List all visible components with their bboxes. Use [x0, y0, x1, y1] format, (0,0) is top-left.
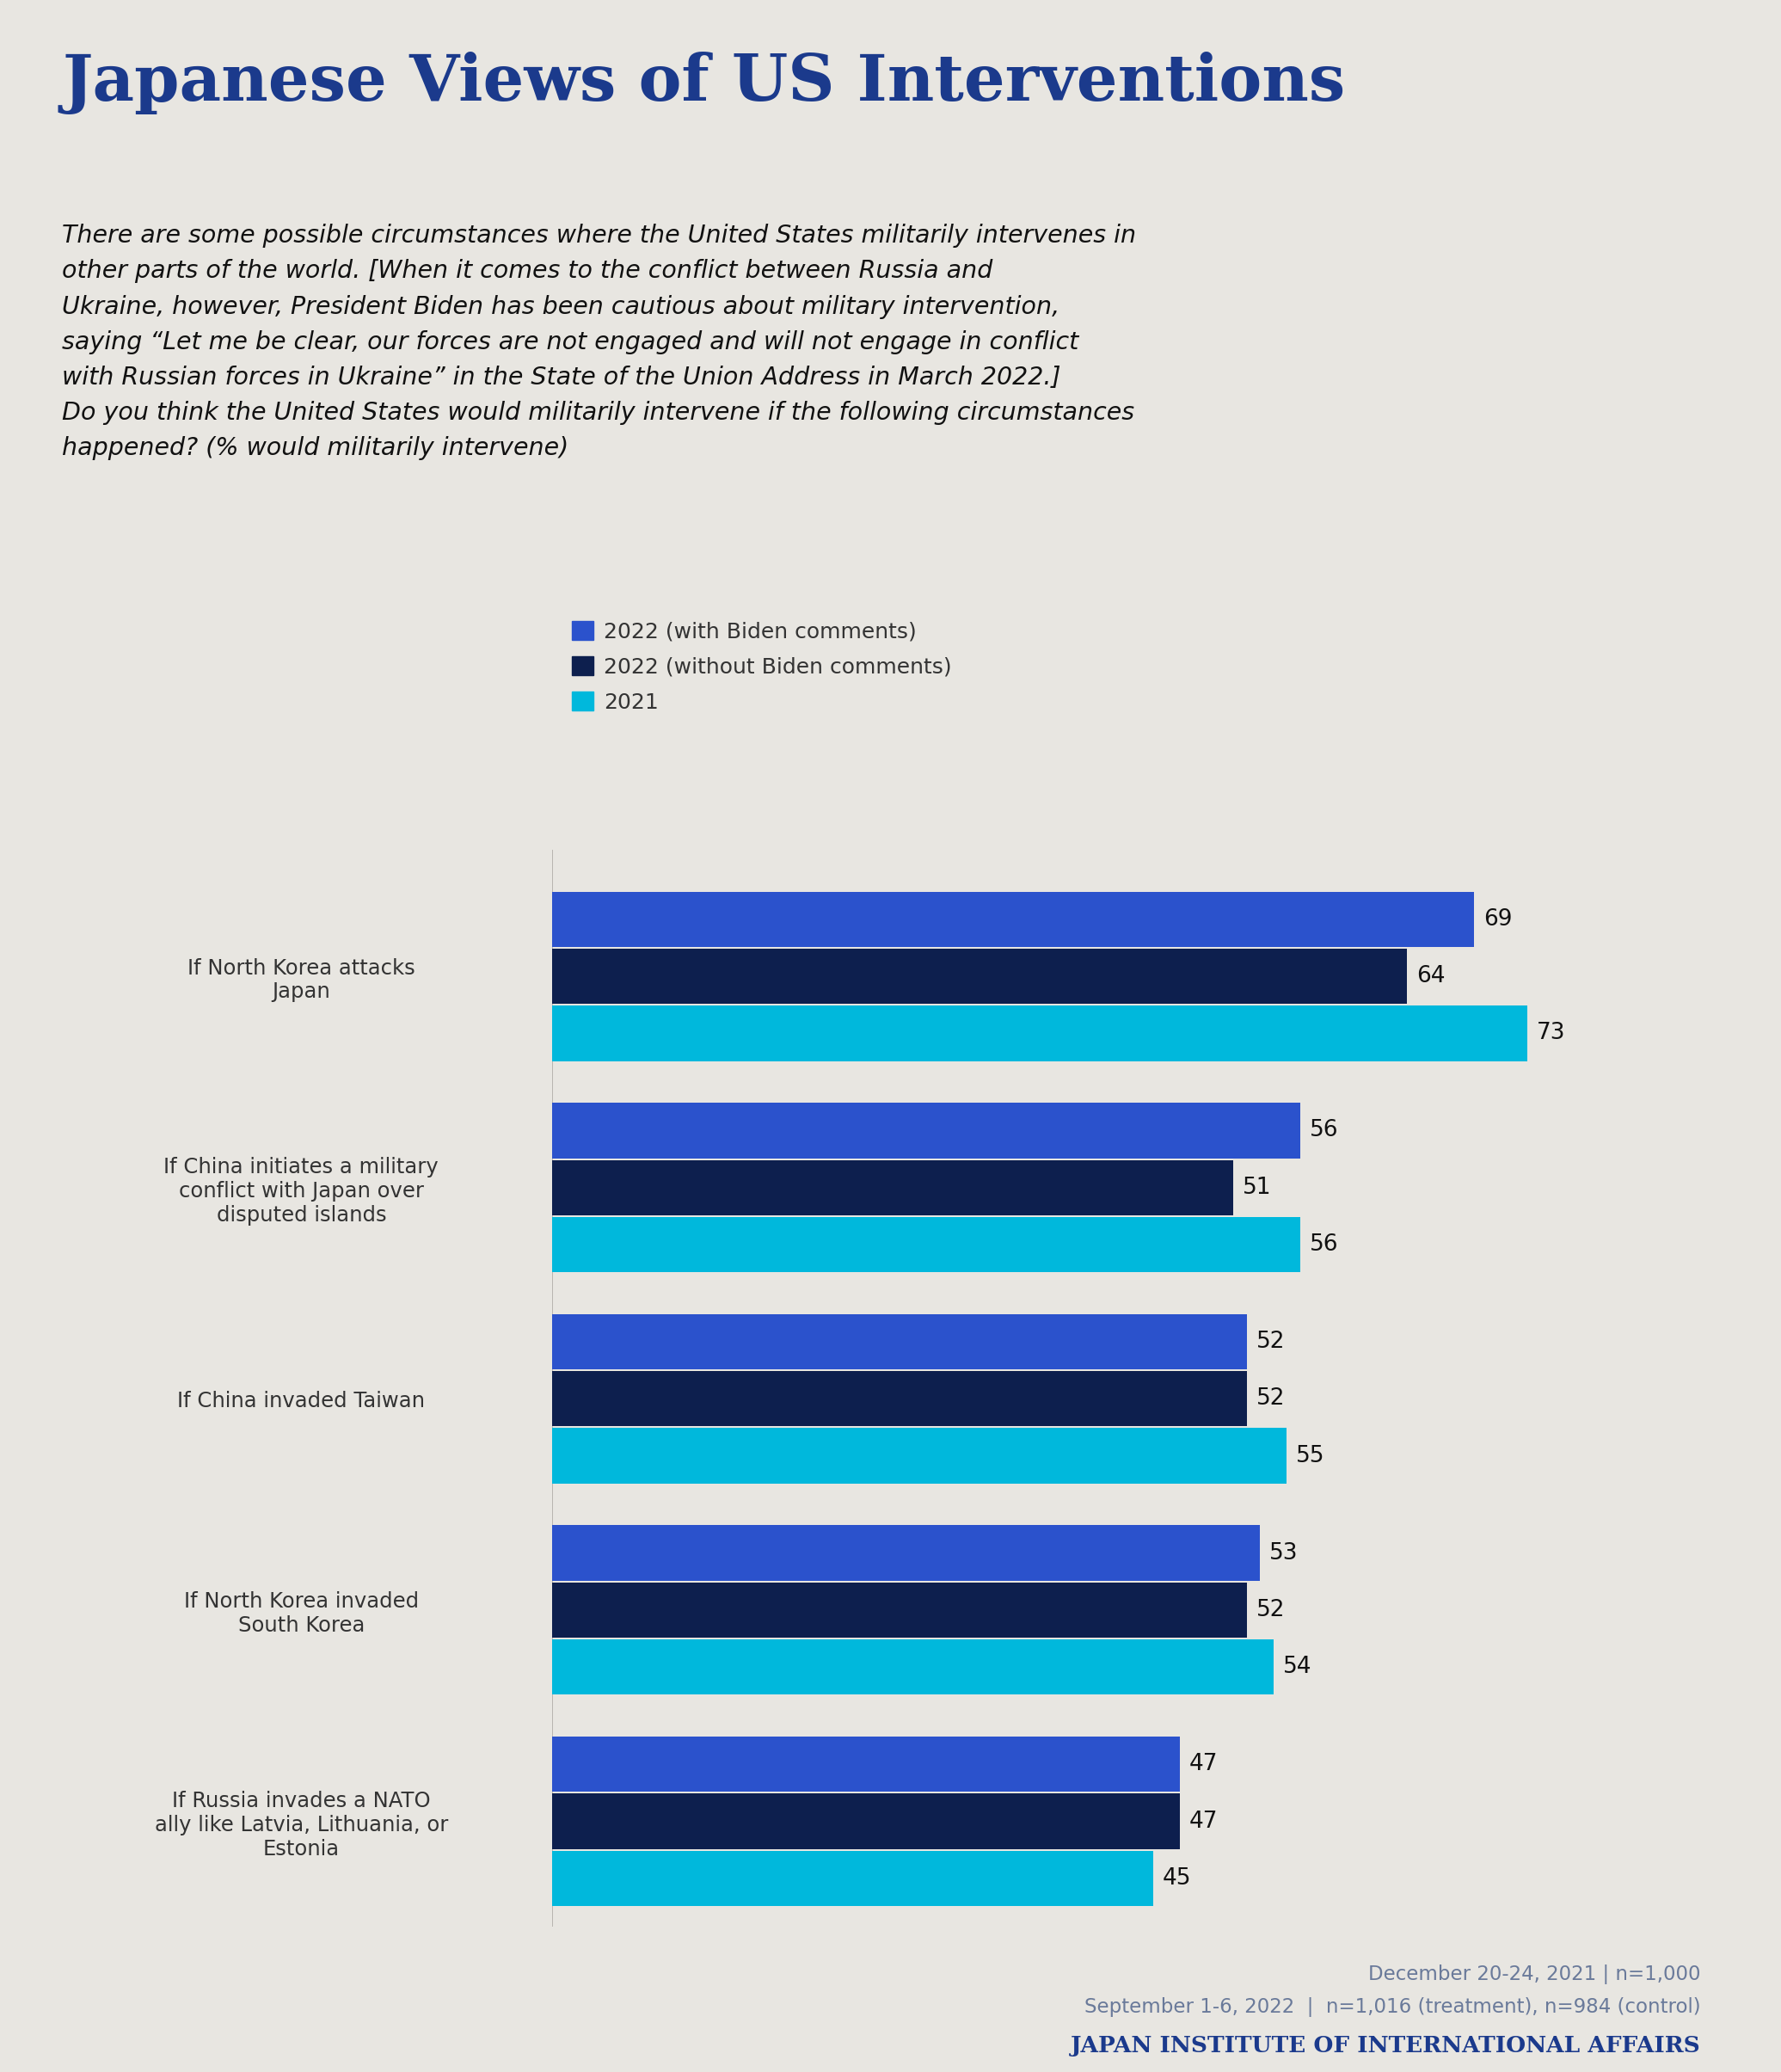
- Bar: [552, 891, 1473, 947]
- Bar: [552, 1794, 1179, 1848]
- Bar: [552, 1005, 1526, 1061]
- Bar: [552, 1428, 1286, 1484]
- Bar: [552, 949, 1407, 1005]
- Legend: 2022 (with Biden comments), 2022 (without Biden comments), 2021: 2022 (with Biden comments), 2022 (withou…: [563, 613, 960, 721]
- Bar: [552, 1525, 1261, 1581]
- Text: December 20-24, 2021 | n=1,000: December 20-24, 2021 | n=1,000: [1368, 1964, 1701, 1985]
- Bar: [552, 1216, 1300, 1272]
- Text: 56: 56: [1309, 1233, 1338, 1256]
- Text: There are some possible circumstances where the United States militarily interve: There are some possible circumstances wh…: [62, 224, 1136, 460]
- Text: 52: 52: [1256, 1600, 1284, 1620]
- Text: 54: 54: [1282, 1656, 1311, 1678]
- Text: September 1-6, 2022  |  n=1,016 (treatment), n=984 (control): September 1-6, 2022 | n=1,016 (treatment…: [1085, 1997, 1701, 2018]
- Bar: [552, 1372, 1247, 1426]
- Bar: [552, 1583, 1247, 1637]
- Bar: [552, 1736, 1179, 1792]
- Bar: [552, 1850, 1152, 1906]
- Bar: [552, 1639, 1273, 1695]
- Text: 56: 56: [1309, 1119, 1338, 1142]
- Bar: [552, 1102, 1300, 1158]
- Text: 69: 69: [1484, 908, 1512, 930]
- Text: 47: 47: [1190, 1811, 1218, 1832]
- Text: Japanese Views of US Interventions: Japanese Views of US Interventions: [62, 52, 1346, 114]
- Bar: [552, 1314, 1247, 1370]
- Bar: [552, 1160, 1232, 1214]
- Text: 47: 47: [1190, 1753, 1218, 1776]
- Text: 53: 53: [1270, 1542, 1298, 1564]
- Text: 52: 52: [1256, 1330, 1284, 1353]
- Text: 64: 64: [1416, 966, 1444, 988]
- Text: 73: 73: [1537, 1021, 1565, 1044]
- Text: 52: 52: [1256, 1388, 1284, 1409]
- Text: 51: 51: [1243, 1177, 1272, 1200]
- Text: 45: 45: [1163, 1867, 1191, 1890]
- Text: 55: 55: [1297, 1444, 1325, 1467]
- Text: JAPAN INSTITUTE OF INTERNATIONAL AFFAIRS: JAPAN INSTITUTE OF INTERNATIONAL AFFAIRS: [1070, 2035, 1701, 2055]
